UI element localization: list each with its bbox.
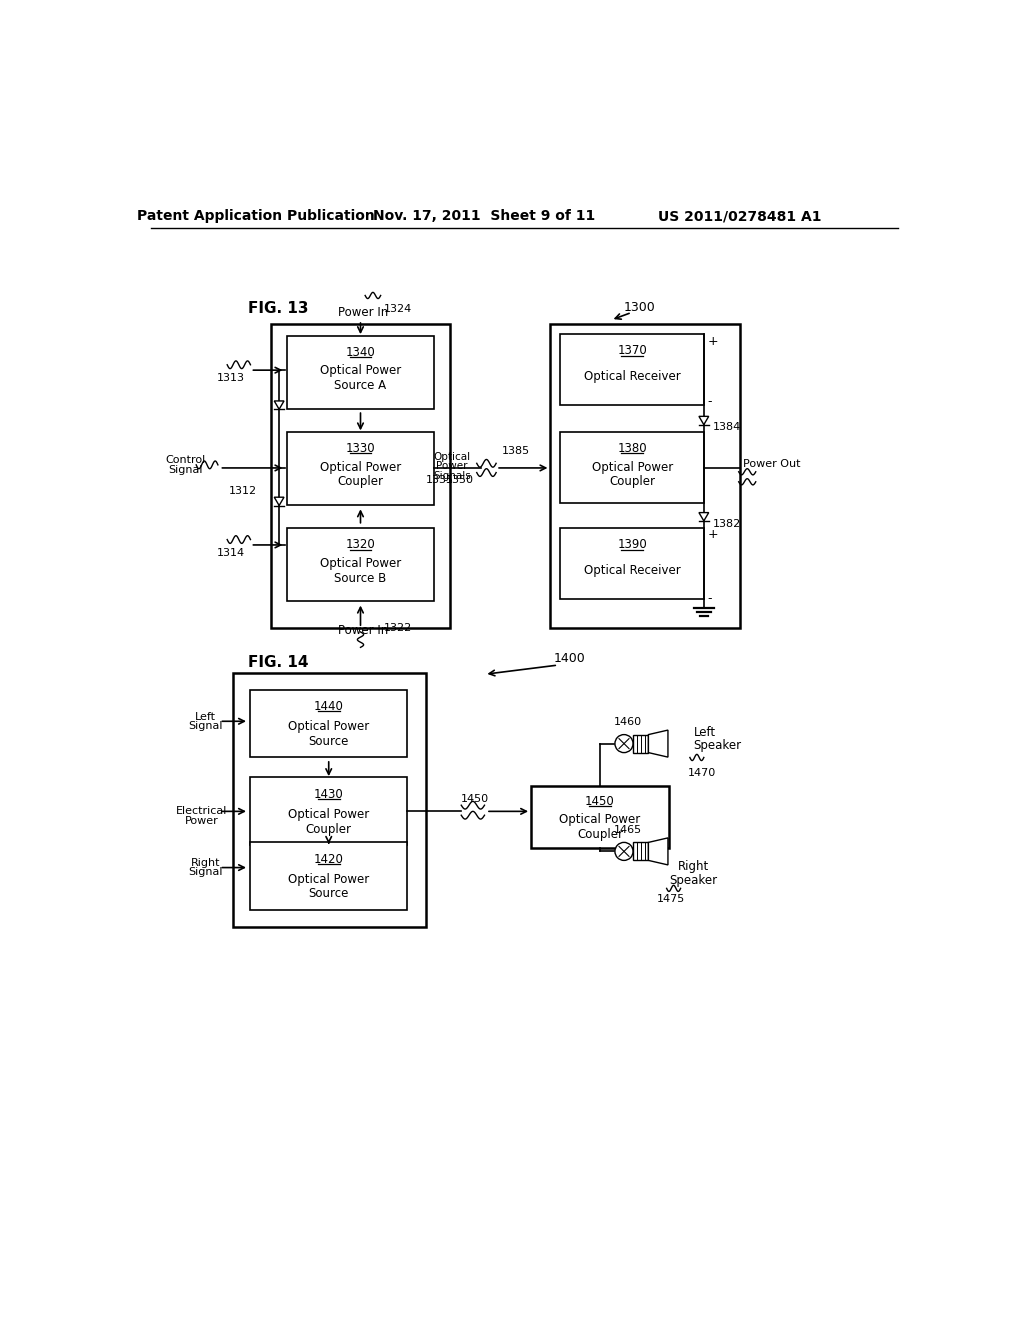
Text: 1450: 1450: [461, 795, 489, 804]
Polygon shape: [648, 838, 668, 865]
Text: Right: Right: [190, 858, 220, 869]
Text: Right: Right: [678, 861, 710, 874]
Bar: [251, 689, 407, 758]
Text: -: -: [708, 593, 713, 606]
Text: 1313: 1313: [217, 372, 245, 383]
Text: +: +: [708, 528, 718, 541]
Text: 1330: 1330: [346, 442, 376, 455]
Text: Power: Power: [184, 816, 218, 825]
Polygon shape: [274, 401, 284, 409]
Bar: [251, 842, 407, 909]
Text: US 2011/0278481 A1: US 2011/0278481 A1: [658, 209, 822, 223]
Text: Optical: Optical: [433, 453, 470, 462]
Text: Patent Application Publication: Patent Application Publication: [137, 209, 375, 223]
Text: 1370: 1370: [617, 345, 647, 358]
Text: Signals: Signals: [433, 471, 471, 480]
Text: Speaker: Speaker: [693, 739, 741, 752]
Text: Source: Source: [308, 735, 349, 748]
Text: 1350: 1350: [445, 475, 474, 486]
Text: Control: Control: [165, 455, 206, 465]
Bar: [287, 335, 434, 409]
Text: Optical Receiver: Optical Receiver: [584, 564, 681, 577]
Circle shape: [615, 735, 633, 752]
Text: 1324: 1324: [384, 304, 412, 314]
Text: 1420: 1420: [313, 853, 344, 866]
Text: Optical Power: Optical Power: [288, 808, 370, 821]
Text: Optical Receiver: Optical Receiver: [584, 370, 681, 383]
Bar: [531, 785, 669, 847]
Text: Signal: Signal: [168, 465, 203, 475]
Text: 1400: 1400: [554, 652, 586, 665]
Bar: [287, 528, 434, 601]
Polygon shape: [274, 498, 284, 506]
Text: 1300: 1300: [624, 301, 655, 314]
Text: 1430: 1430: [313, 788, 344, 801]
Text: -: -: [708, 395, 713, 408]
Text: 1380: 1380: [617, 442, 647, 455]
Text: Power Out: Power Out: [742, 459, 800, 469]
Polygon shape: [699, 512, 709, 521]
Text: Optical Power: Optical Power: [319, 461, 401, 474]
Bar: [287, 432, 434, 506]
Text: 1312: 1312: [228, 486, 257, 496]
Text: 1382: 1382: [713, 519, 741, 529]
Text: Optical Power: Optical Power: [319, 364, 401, 378]
Text: Coupler: Coupler: [306, 822, 351, 836]
Text: 1460: 1460: [613, 717, 642, 727]
Text: Nov. 17, 2011  Sheet 9 of 11: Nov. 17, 2011 Sheet 9 of 11: [374, 209, 596, 223]
Text: Speaker: Speaker: [670, 874, 718, 887]
Bar: [560, 432, 703, 503]
Bar: [633, 842, 648, 861]
Bar: [560, 528, 703, 599]
Bar: [633, 735, 648, 752]
Text: Signal: Signal: [188, 721, 223, 731]
Text: Signal: Signal: [188, 867, 223, 878]
Text: 1384: 1384: [713, 422, 741, 432]
Text: Source B: Source B: [335, 572, 387, 585]
Text: Power In: Power In: [338, 624, 388, 638]
Polygon shape: [699, 416, 709, 425]
Text: 1314: 1314: [217, 548, 246, 557]
Text: Left: Left: [195, 711, 216, 722]
Text: 1390: 1390: [617, 539, 647, 552]
Text: 1385: 1385: [502, 446, 529, 455]
Text: 1320: 1320: [346, 539, 376, 552]
Polygon shape: [648, 730, 668, 758]
Text: Optical Power: Optical Power: [288, 873, 370, 886]
Text: Optical Power: Optical Power: [559, 813, 641, 826]
Text: 1470: 1470: [687, 768, 716, 777]
Text: FIG. 14: FIG. 14: [248, 655, 308, 671]
Text: Electrical: Electrical: [176, 807, 227, 816]
Bar: [251, 777, 407, 845]
Text: Coupler: Coupler: [338, 475, 384, 488]
Text: 1450: 1450: [585, 795, 614, 808]
Text: +: +: [708, 335, 718, 348]
Text: Optical Power: Optical Power: [319, 557, 401, 570]
Text: Power: Power: [436, 462, 468, 471]
Text: Power In: Power In: [338, 306, 388, 319]
Text: 1335: 1335: [426, 475, 455, 486]
Bar: [232, 673, 426, 927]
Text: Source A: Source A: [335, 379, 387, 392]
Text: 1440: 1440: [313, 700, 344, 713]
Bar: [550, 323, 740, 628]
Text: 1475: 1475: [656, 894, 685, 904]
Text: Coupler: Coupler: [577, 828, 623, 841]
Text: 1322: 1322: [384, 623, 412, 634]
Circle shape: [615, 842, 633, 861]
Text: Source: Source: [308, 887, 349, 900]
Bar: [271, 323, 450, 628]
Text: Optical Power: Optical Power: [288, 721, 370, 733]
Text: Coupler: Coupler: [609, 475, 655, 488]
Bar: [560, 334, 703, 405]
Text: Optical Power: Optical Power: [592, 461, 673, 474]
Text: FIG. 13: FIG. 13: [248, 301, 308, 315]
Text: 1465: 1465: [613, 825, 642, 834]
Text: Left: Left: [693, 726, 716, 739]
Text: 1340: 1340: [346, 346, 376, 359]
